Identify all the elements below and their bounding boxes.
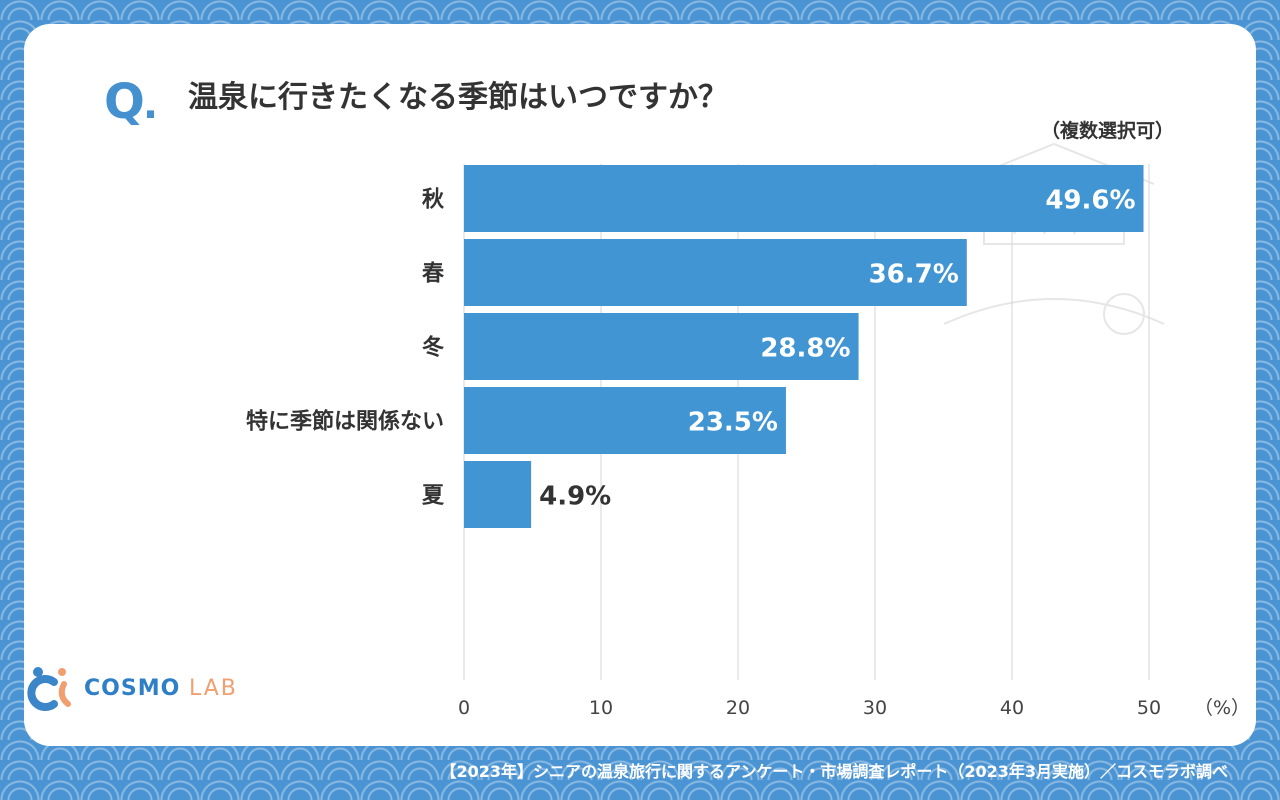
data-label: 49.6% bbox=[1045, 186, 1135, 216]
data-label: 23.5% bbox=[688, 408, 778, 438]
x-unit-label: （%） bbox=[1194, 697, 1250, 719]
question-title: 温泉に行きたくなる季節はいつですか？ bbox=[188, 80, 728, 115]
data-label: 4.9% bbox=[539, 482, 611, 512]
bar bbox=[464, 165, 1144, 232]
category-label: 夏 bbox=[422, 484, 445, 509]
x-tick-label: 0 bbox=[458, 697, 470, 719]
x-tick-label: 30 bbox=[863, 697, 887, 719]
chart-card: Q. 温泉に行きたくなる季節はいつですか？ （複数選択可） bbox=[24, 24, 1256, 746]
logo-name-main: COSMO bbox=[84, 676, 181, 701]
cosmo-lab-logo: COSMO LAB bbox=[24, 664, 236, 712]
cosmo-lab-logo-icon bbox=[27, 667, 71, 711]
category-label: 春 bbox=[422, 262, 444, 287]
bar bbox=[464, 313, 859, 380]
category-label: 特に季節は関係ない bbox=[246, 409, 444, 435]
bar bbox=[464, 461, 532, 528]
logo-name-sub: LAB bbox=[188, 676, 238, 701]
logo-text: COSMO LAB bbox=[84, 676, 238, 701]
category-label: 秋 bbox=[422, 188, 445, 213]
x-tick-label: 10 bbox=[589, 697, 613, 719]
data-label: 36.7% bbox=[869, 260, 959, 290]
bar bbox=[464, 387, 786, 454]
multiple-choice-note: （複数選択可） bbox=[1040, 120, 1174, 142]
x-tick-label: 40 bbox=[1000, 697, 1024, 719]
x-tick-label: 50 bbox=[1137, 697, 1161, 719]
q-dot: . bbox=[142, 82, 158, 128]
bar bbox=[464, 239, 967, 306]
source-footer: 【2023年】シニアの温泉旅行に関するアンケート・市場調査レポート（2023年3… bbox=[440, 762, 1228, 781]
q-letter: Q bbox=[104, 74, 145, 130]
data-label: 28.8% bbox=[760, 334, 850, 364]
q-mark: Q. bbox=[104, 74, 158, 130]
x-tick-label: 20 bbox=[726, 697, 750, 719]
category-label: 冬 bbox=[422, 335, 444, 361]
